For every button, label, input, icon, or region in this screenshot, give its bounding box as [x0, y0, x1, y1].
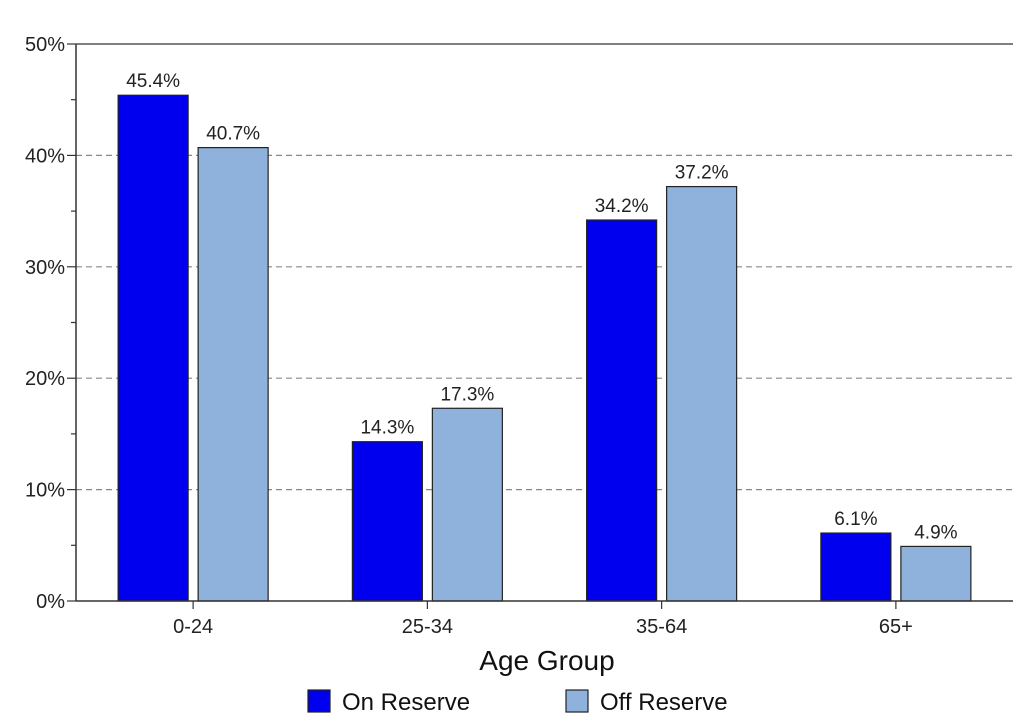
bar-on-reserve-25-34 [351, 441, 423, 602]
data-labels: 45.4% 40.7% 14.3% 17.3% 34.2% 37.2% 6.1% 4.9% [126, 71, 957, 543]
y-tick-label: 40% [25, 145, 65, 167]
legend: On Reserve Off Reserve [307, 689, 728, 716]
y-tick-label: 0% [36, 591, 65, 613]
x-tick-label: 35-64 [636, 616, 687, 638]
bar-on-reserve-35-64 [586, 219, 658, 602]
y-tick-label: 20% [25, 368, 65, 390]
x-tick-label: 0-24 [173, 616, 213, 638]
bar-off-reserve-25-34 [431, 407, 503, 602]
bar-on-reserve-0-24 [117, 94, 189, 602]
bar-off-reserve-65+ [900, 545, 972, 602]
legend-swatch [565, 689, 589, 713]
data-label: 14.3% [360, 418, 414, 439]
data-label: 34.2% [595, 196, 649, 217]
y-tick-label: 10% [25, 480, 65, 502]
data-label: 17.3% [440, 384, 494, 405]
bar-on-reserve-65+ [820, 532, 892, 602]
legend-label: Off Reserve [600, 689, 728, 716]
data-label: 6.1% [834, 509, 877, 530]
bar-off-reserve-35-64 [666, 185, 738, 602]
x-tick-label: 65+ [879, 616, 913, 638]
legend-swatch [307, 689, 331, 713]
data-label: 45.4% [126, 71, 180, 92]
data-label: 40.7% [206, 124, 260, 145]
axes: 0% 10% 20% 30% 40% 50% 0-24 25-34 35-64 65+ [25, 34, 1013, 638]
x-axis-title: Age Group [479, 645, 614, 676]
bar-off-reserve-0-24 [197, 147, 269, 602]
y-tick-label: 30% [25, 257, 65, 279]
legend-label: On Reserve [342, 689, 470, 716]
data-label: 4.9% [914, 522, 957, 543]
gridlines [76, 154, 1013, 491]
y-tick-label: 50% [25, 34, 65, 56]
x-tick-label: 25-34 [402, 616, 453, 638]
data-label: 37.2% [675, 163, 729, 184]
